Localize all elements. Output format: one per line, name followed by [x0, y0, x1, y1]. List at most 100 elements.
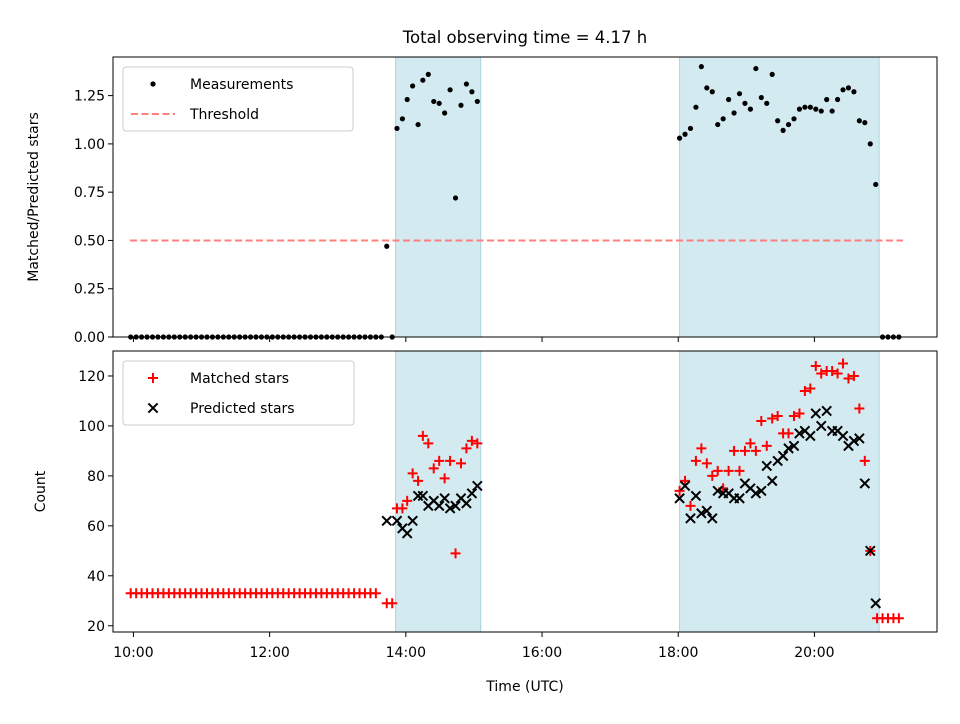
y-tick-label: 1.25: [74, 89, 105, 105]
measurement-point: [425, 71, 431, 77]
matched-stars-point: [397, 503, 408, 514]
measurement-point: [458, 102, 464, 108]
y-tick-label: 100: [78, 419, 105, 435]
measurement-point: [840, 87, 846, 93]
predicted-stars-point: [864, 545, 876, 557]
matched-stars-point: [413, 475, 424, 486]
matched-stars-point: [838, 358, 849, 369]
matched-stars-point: [729, 445, 740, 456]
predicted-stars-point: [391, 515, 403, 527]
matched-stars-point: [772, 410, 783, 421]
predicted-stars-point: [433, 500, 445, 512]
measurement-point: [856, 118, 862, 124]
measurement-point: [469, 89, 475, 95]
matched-stars-point: [827, 365, 838, 376]
measurement-point: [394, 125, 400, 132]
matched-stars-point: [794, 408, 805, 419]
predicted-stars-point: [870, 597, 882, 609]
matched-stars-point: [428, 463, 439, 474]
measurement-point: [384, 243, 390, 249]
legend-label: Predicted stars: [190, 401, 295, 417]
y-tick-label: 20: [87, 619, 105, 635]
measurement-point: [474, 98, 480, 105]
predicted-stars-point: [794, 428, 805, 439]
matched-stars-point: [810, 360, 821, 371]
measurement-point: [753, 65, 759, 72]
predicted-stars-point: [701, 505, 713, 517]
x-axis-label: Time (UTC): [485, 679, 563, 695]
matched-stars-point: [761, 440, 772, 451]
matched-stars-point: [445, 455, 456, 466]
measurement-point: [715, 121, 721, 128]
measurement-point: [693, 104, 699, 110]
x-tick-label: 14:00: [386, 645, 426, 661]
measurement-point: [698, 64, 704, 70]
measurement-point: [415, 121, 421, 128]
bottom-panel: 20 40 60 80 100 120 Count 10:00 12:00 14:00 16:00 1…: [33, 350, 938, 695]
matched-stars-point: [723, 465, 734, 476]
matched-stars-point: [696, 443, 707, 454]
measurement-point: [436, 100, 442, 106]
matched-stars-point: [455, 458, 466, 469]
predicted-stars-point: [439, 493, 450, 504]
measurement-point: [463, 81, 470, 87]
x-tick-label: 16:00: [522, 645, 562, 661]
y-tick-label: 0.75: [74, 185, 105, 201]
measurement-point: [834, 96, 841, 103]
legend-box: [122, 66, 354, 132]
measurement-point: [829, 108, 835, 114]
legend-box: [122, 360, 355, 426]
predicted-stars-point: [734, 493, 745, 504]
predicted-stars-point: [810, 408, 822, 419]
measurement-point: [676, 135, 683, 141]
y-tick-label: 80: [87, 469, 105, 485]
predicted-stars-point: [848, 435, 860, 447]
predicted-stars-point: [401, 528, 413, 539]
y-tick-label: 1.00: [74, 137, 105, 153]
predicted-stars-point: [685, 513, 696, 524]
predicted-stars-point: [805, 430, 816, 442]
x-tick-label: 10:00: [113, 645, 153, 661]
y-tick-label: 60: [87, 519, 105, 535]
predicted-stars-point: [712, 485, 724, 497]
matched-stars-point: [370, 588, 381, 599]
measurement-point: [862, 120, 868, 126]
observing-interval-band: [679, 350, 880, 633]
legend-label: Measurements: [190, 77, 293, 93]
legend: Matched stars Predicted stars: [122, 360, 355, 426]
matched-stars-point: [756, 415, 767, 426]
legend-label: Matched stars: [190, 371, 289, 387]
measurement-point: [452, 195, 459, 201]
measurement-point: [742, 100, 748, 106]
measurement-point: [769, 71, 775, 77]
legend-predicted-marker: [147, 402, 159, 414]
y-tick-label: 0.00: [74, 330, 105, 346]
measurement-point: [758, 94, 764, 101]
measurement-point: [845, 85, 852, 91]
matched-stars-point: [859, 455, 870, 466]
matched-stars-point: [767, 413, 778, 424]
matched-stars-point: [745, 438, 756, 449]
x-tick-label: 18:00: [658, 645, 698, 661]
predicted-stars-point: [472, 480, 483, 492]
predicted-stars-point: [696, 508, 707, 519]
predicted-stars-point: [750, 488, 762, 499]
matched-stars-point: [707, 470, 718, 481]
measurement-point: [682, 131, 688, 137]
matched-stars-point: [434, 455, 445, 466]
observing-interval-band: [679, 56, 880, 338]
predicted-stars-point: [690, 490, 702, 502]
predicted-stars-point: [466, 488, 478, 499]
matched-stars-point: [680, 475, 691, 486]
y-tick-label: 40: [87, 569, 105, 585]
predicted-stars-point: [761, 460, 773, 472]
predicted-stars-point: [461, 498, 472, 509]
measurement-point: [704, 85, 710, 91]
measurement-point: [785, 121, 792, 128]
measurement-point: [404, 96, 410, 103]
predicted-stars-point: [859, 478, 871, 489]
predicted-stars-point: [783, 443, 794, 454]
axes-frame: [112, 56, 938, 338]
legend-matched-marker: [148, 373, 158, 383]
matched-stars-point: [712, 465, 723, 476]
